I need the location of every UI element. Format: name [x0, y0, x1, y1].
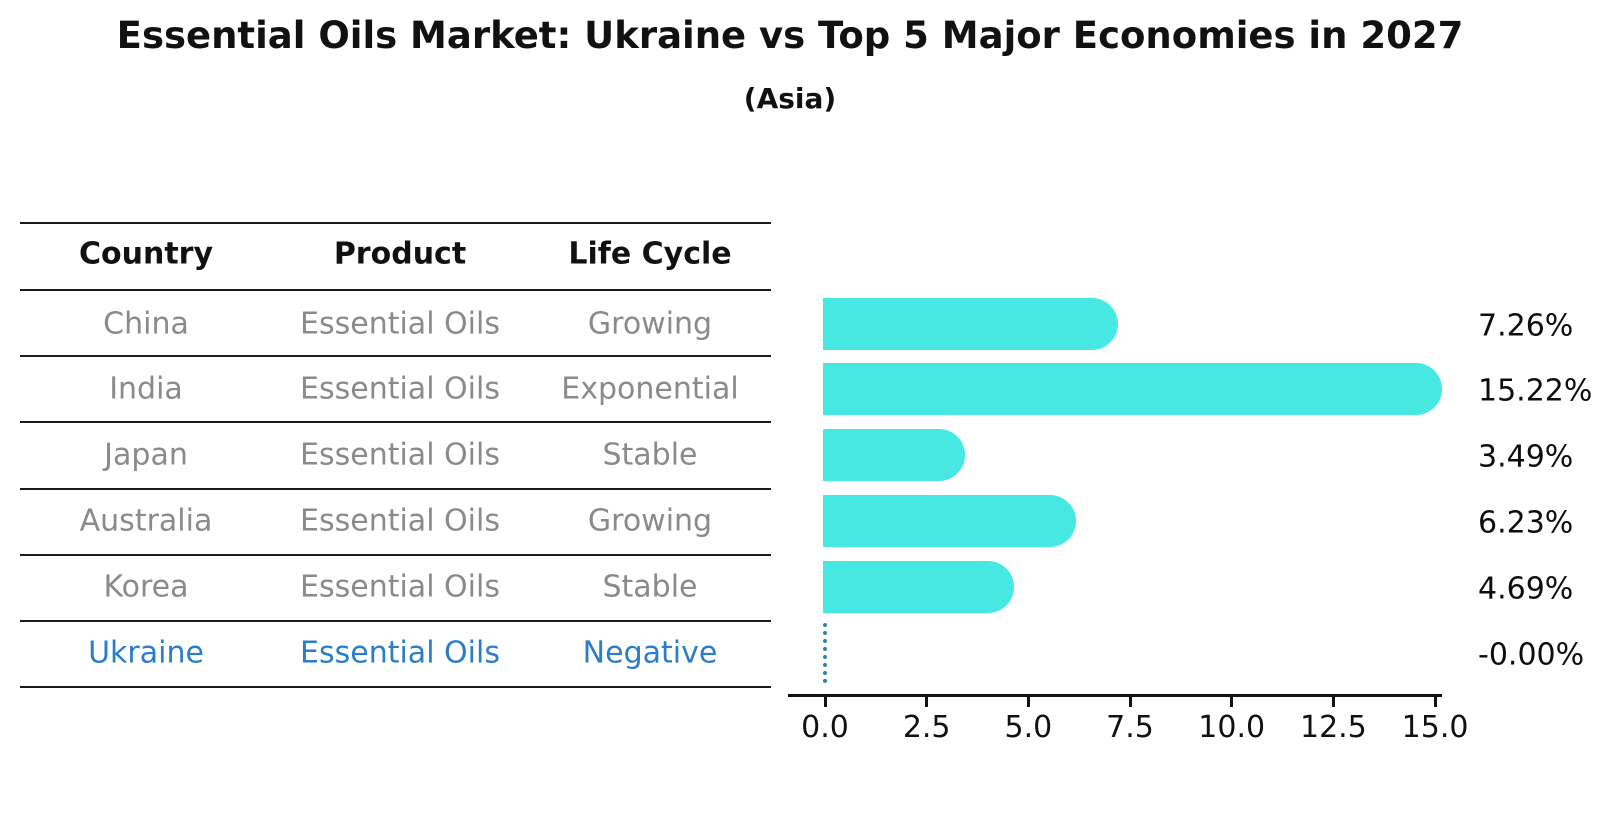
table-cell-life-cycle: Stable — [602, 569, 698, 605]
table-header-life-cycle: Life Cycle — [568, 236, 732, 272]
table-cell-life-cycle: Growing — [587, 503, 713, 539]
table-row-divider — [20, 553, 771, 556]
table-cell-life-cycle: Negative — [582, 635, 718, 670]
x-tick-mark — [925, 697, 929, 707]
x-tick-label: 10.0 — [1198, 710, 1266, 745]
table-cell-country: Ukraine — [88, 635, 204, 670]
table-row-divider — [20, 686, 771, 689]
table-cell-country: China — [103, 306, 189, 341]
x-tick-mark — [1026, 697, 1030, 707]
table-cell-product: Essential Oils — [300, 371, 500, 407]
table-cell-country: Korea — [103, 569, 189, 605]
table-cell-country: Australia — [79, 503, 213, 539]
x-tick-mark — [1331, 697, 1335, 707]
bar-value-label: 6.23% — [1478, 505, 1574, 541]
x-tick-label: 15.0 — [1401, 710, 1469, 745]
table-cell-product: Essential Oils — [300, 635, 500, 670]
bar — [823, 560, 1014, 613]
table-header-rule — [20, 289, 771, 291]
table-row-divider — [20, 421, 771, 424]
bar — [823, 429, 965, 482]
x-tick-mark — [1128, 697, 1132, 707]
bar-value-label: 15.22% — [1478, 373, 1593, 409]
table-cell-life-cycle: Stable — [602, 437, 698, 473]
x-tick-label: 0.0 — [801, 710, 849, 745]
table-top-rule — [20, 222, 771, 224]
x-tick-mark — [1230, 697, 1234, 707]
bar-value-label: -0.00% — [1478, 637, 1585, 672]
table-cell-country: Japan — [104, 437, 188, 473]
table-row-divider — [20, 355, 771, 358]
bar-value-label: 7.26% — [1478, 308, 1574, 343]
table-cell-life-cycle: Exponential — [561, 371, 739, 407]
bar — [823, 363, 1442, 416]
zero-line-marker — [823, 622, 827, 683]
table-row-divider — [20, 620, 771, 622]
chart-subtitle: (Asia) — [743, 82, 837, 115]
bar — [823, 494, 1077, 547]
table-header-country: Country — [78, 236, 214, 272]
x-axis-line — [788, 694, 1442, 697]
bar — [823, 297, 1119, 350]
table-cell-product: Essential Oils — [300, 569, 500, 605]
x-tick-label: 2.5 — [902, 710, 951, 745]
x-tick-mark — [823, 697, 827, 707]
table-cell-product: Essential Oils — [300, 503, 500, 539]
x-tick-label: 12.5 — [1299, 710, 1367, 745]
table-row-divider — [20, 487, 771, 490]
chart-title: Essential Oils Market: Ukraine vs Top 5 … — [116, 14, 1464, 57]
table-cell-product: Essential Oils — [300, 306, 500, 341]
table-cell-country: India — [109, 371, 183, 407]
table-cell-life-cycle: Growing — [587, 306, 713, 341]
table-header-product: Product — [333, 236, 467, 272]
bar-value-label: 4.69% — [1478, 571, 1574, 607]
bar-value-label: 3.49% — [1478, 439, 1574, 475]
x-tick-mark — [1433, 697, 1437, 707]
x-tick-label: 5.0 — [1004, 710, 1053, 745]
x-tick-label: 7.5 — [1106, 710, 1154, 745]
table-cell-product: Essential Oils — [300, 437, 500, 473]
